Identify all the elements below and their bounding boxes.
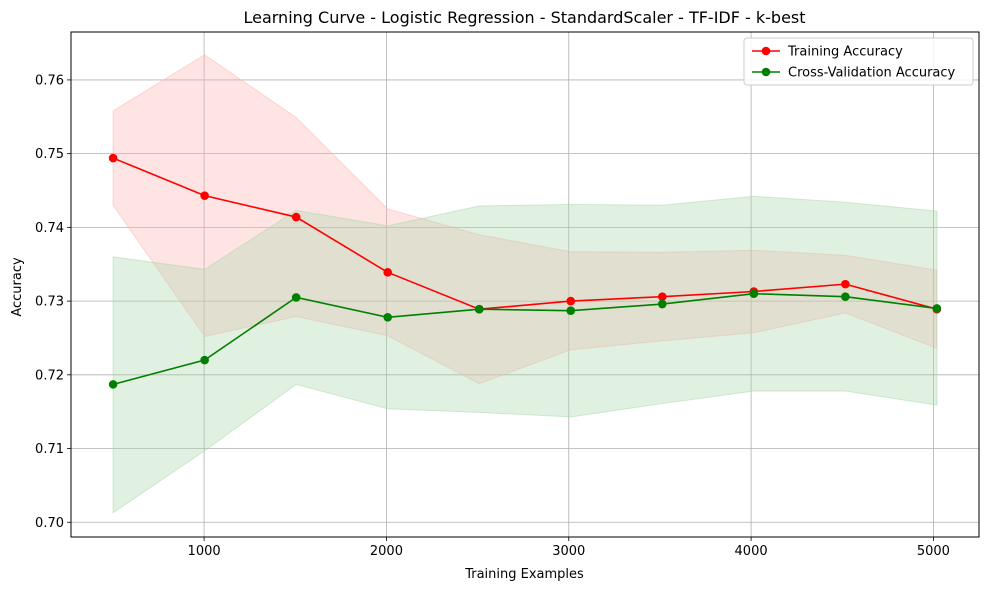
series-1-point — [841, 292, 850, 301]
y-tick-label: 0.74 — [35, 221, 64, 236]
series-1-point — [474, 304, 484, 314]
series-1-band — [112, 195, 938, 514]
series-0-line — [112, 157, 938, 311]
legend: Training Accuracy Cross-Validation Accura… — [743, 37, 974, 86]
y-tick-label: 0.71 — [35, 442, 64, 457]
legend-label: Cross-Validation Accuracy — [788, 66, 956, 81]
series-1-point — [749, 289, 759, 299]
series-1-point — [291, 293, 301, 302]
x-axis-ticks: 1000 2000 3000 4000 5000 — [188, 537, 950, 559]
y-axis-label: Accuracy — [10, 257, 25, 317]
series-0-point — [657, 292, 667, 301]
x-tick-label: 3000 — [552, 544, 585, 559]
series-1-point — [383, 313, 393, 322]
series-points — [108, 153, 942, 389]
x-tick-label: 1000 — [188, 544, 221, 559]
legend-box — [743, 37, 974, 86]
legend-swatch-marker — [761, 67, 771, 77]
x-axis-label: Training Examples — [464, 567, 584, 582]
y-tick-label: 0.75 — [35, 147, 64, 162]
series-0-point — [108, 153, 118, 163]
confidence-bands — [112, 54, 938, 514]
series-0-point — [383, 268, 393, 277]
y-tick-label: 0.73 — [35, 295, 64, 310]
series-0-point — [200, 191, 209, 200]
legend-swatch-marker — [761, 46, 771, 56]
series-1-point — [566, 306, 576, 315]
series-lines — [112, 157, 938, 386]
y-tick-label: 0.70 — [35, 516, 64, 531]
series-0-point — [566, 296, 576, 306]
series-0-point — [291, 212, 301, 222]
x-tick-label: 4000 — [735, 544, 768, 559]
series-1-point — [932, 304, 942, 313]
legend-label: Training Accuracy — [787, 45, 903, 60]
x-tick-label: 5000 — [917, 544, 950, 559]
x-tick-label: 2000 — [370, 544, 403, 559]
series-1-point — [657, 299, 667, 309]
series-1-point — [200, 355, 209, 365]
series-1-point — [108, 380, 118, 389]
series-0-point — [841, 279, 850, 289]
grid-lines — [71, 32, 979, 537]
series-1-line — [112, 292, 937, 386]
y-tick-label: 0.76 — [35, 73, 64, 88]
y-tick-label: 0.72 — [35, 368, 64, 383]
plot-area-frame — [70, 31, 980, 538]
chart-title: Learning Curve - Logistic Regression - S… — [243, 8, 805, 27]
y-axis-ticks: 0.70 0.71 0.72 0.73 0.74 0.75 0.76 — [35, 73, 71, 531]
